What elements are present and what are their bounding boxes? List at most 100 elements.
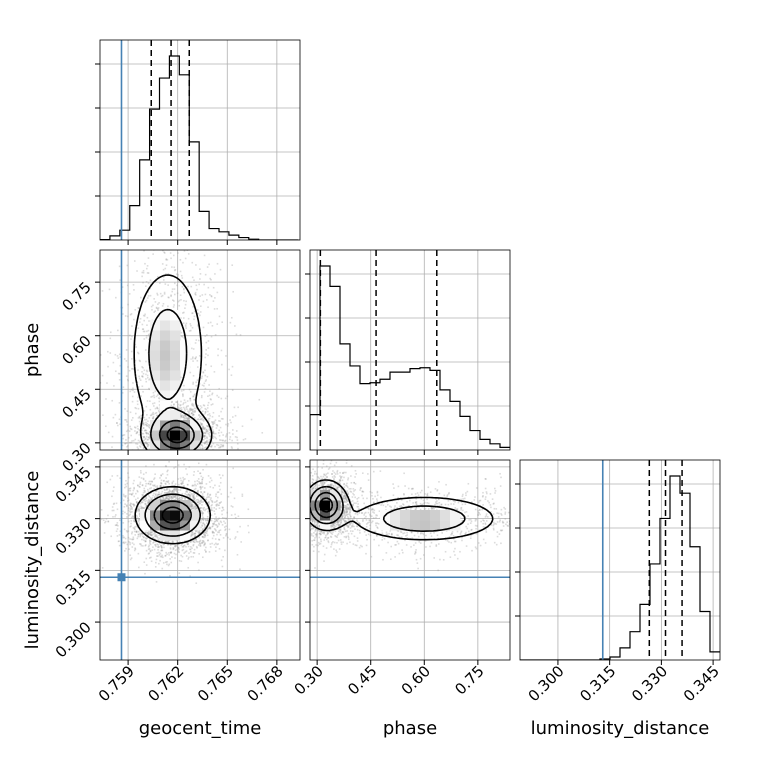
density-phase-vs-geocent-time-sample-point (184, 450, 186, 452)
density-luminosity-distance-vs-geocent-time-sample-point (123, 542, 126, 545)
density-luminosity-distance-vs-geocent-time-sample-point (123, 495, 125, 497)
density-phase-vs-geocent-time-sample-point (187, 465, 189, 467)
density-luminosity-distance-vs-geocent-time-sample-point (133, 516, 136, 519)
density-luminosity-distance-vs-geocent-time-sample-point (211, 532, 214, 534)
density-luminosity-distance-vs-geocent-time-sample-point (154, 494, 157, 496)
density-phase-vs-geocent-time-sample-point (148, 452, 150, 454)
density-phase-vs-geocent-time-sample-point (176, 401, 178, 403)
density-luminosity-distance-vs-geocent-time-sample-point (129, 543, 131, 546)
density-luminosity-distance-vs-geocent-time-sample-point (132, 489, 135, 492)
density-luminosity-distance-vs-geocent-time-sample-point (176, 498, 179, 501)
density-luminosity-distance-vs-geocent-time-sample-point (125, 479, 127, 482)
density-phase-vs-geocent-time-sample-point (216, 443, 218, 446)
density-luminosity-distance-vs-geocent-time-sample-point (239, 525, 241, 528)
density-luminosity-distance-vs-geocent-time-sample-point (205, 532, 208, 534)
density-phase-vs-geocent-time-sample-point (171, 455, 173, 457)
density-phase-vs-geocent-time-ytick-label-1: 0.45 (58, 385, 94, 421)
density-luminosity-distance-vs-geocent-time-sample-point (155, 493, 157, 495)
density-phase-vs-geocent-time-sample-point (199, 408, 202, 410)
density-phase-vs-geocent-time-sample-point (158, 400, 161, 403)
density-phase-vs-geocent-time-sample-point (222, 434, 224, 436)
density-phase-vs-geocent-time-sample-point (221, 445, 223, 448)
density-phase-vs-geocent-time-sample-point (210, 440, 213, 443)
density-phase-vs-geocent-time-sample-point (138, 375, 140, 378)
density-luminosity-distance-vs-geocent-time-sample-point (189, 537, 192, 540)
density-luminosity-distance-vs-geocent-time-sample-point (159, 555, 162, 558)
density-luminosity-distance-vs-geocent-time-sample-point (218, 507, 221, 509)
density-phase-vs-geocent-time-sample-point (183, 299, 185, 302)
density-luminosity-distance-vs-geocent-time-sample-point (149, 483, 152, 485)
density-phase-vs-geocent-time-sample-point (106, 382, 108, 384)
density-phase-vs-geocent-time-sample-point (185, 415, 187, 418)
density-phase-vs-geocent-time-sample-point (173, 304, 175, 306)
density-luminosity-distance-vs-geocent-time-sample-point (151, 531, 154, 533)
density-phase-vs-geocent-time-sample-point (143, 410, 146, 412)
density-luminosity-distance-vs-geocent-time-sample-point (141, 484, 144, 486)
density-phase-vs-geocent-time-sample-point (237, 406, 239, 409)
density-phase-vs-geocent-time-sample-point (143, 422, 145, 424)
density-phase-vs-geocent-time-sample-point (141, 474, 143, 476)
density-phase-vs-geocent-time-sample-point (105, 398, 107, 400)
density-phase-vs-geocent-time-sample-point (204, 273, 207, 276)
density-luminosity-distance-vs-geocent-time-sample-point (202, 509, 205, 511)
density-phase-vs-geocent-time-sample-point (180, 298, 182, 301)
density-phase-vs-geocent-time-sample-point (203, 436, 205, 438)
density-luminosity-distance-vs-geocent-time-sample-point (145, 497, 148, 500)
density-phase-vs-geocent-time-sample-point (136, 432, 138, 434)
density-luminosity-distance-vs-geocent-time-sample-point (130, 507, 132, 510)
density-luminosity-distance-vs-geocent-time-sample-point (116, 474, 119, 477)
density-luminosity-distance-vs-geocent-time-sample-point (158, 534, 160, 537)
density-phase-vs-geocent-time-sample-point (205, 237, 207, 239)
density-luminosity-distance-vs-geocent-time-sample-point (178, 498, 180, 500)
density-luminosity-distance-vs-geocent-time-sample-point (167, 552, 170, 554)
density-luminosity-distance-vs-geocent-time-sample-point (205, 551, 207, 553)
density-luminosity-distance-vs-geocent-time-sample-point (101, 567, 104, 569)
density-luminosity-distance-vs-geocent-time-sample-point (236, 553, 239, 556)
density-luminosity-distance-vs-geocent-time-sample-point (190, 502, 192, 504)
density-phase-vs-geocent-time-contour-1 (148, 308, 204, 450)
density-phase-vs-geocent-time-sample-point (177, 273, 179, 276)
density-phase-vs-geocent-time-sample-point (239, 334, 242, 336)
density-phase-vs-geocent-time-sample-point (221, 407, 224, 410)
density-luminosity-distance-vs-geocent-time-sample-point (147, 493, 150, 496)
density-phase-vs-geocent-time-sample-point (114, 370, 117, 373)
density-phase-vs-geocent-time-sample-point (179, 407, 182, 410)
density-phase-vs-geocent-time-sample-point (204, 442, 206, 445)
density-phase-vs-geocent-time-sample-point (185, 475, 187, 477)
density-luminosity-distance-vs-geocent-time-sample-point (154, 535, 156, 537)
density-luminosity-distance-vs-geocent-time-sample-point (199, 486, 202, 488)
density-luminosity-distance-vs-geocent-time-sample-point (178, 543, 180, 546)
density-phase-vs-geocent-time-sample-point (205, 363, 207, 366)
density-phase-vs-geocent-time-sample-point (212, 449, 214, 450)
density-phase-vs-geocent-time-sample-point (130, 419, 133, 421)
density-phase-vs-geocent-time-sample-point (175, 452, 177, 454)
density-phase-vs-geocent-time-sample-point (146, 443, 149, 446)
density-luminosity-distance-vs-geocent-time-sample-point (153, 532, 156, 534)
density-phase-vs-geocent-time-sample-point (145, 432, 147, 434)
density-phase-vs-geocent-time-sample-point (108, 288, 111, 291)
density-phase-vs-geocent-time-sample-point (196, 418, 199, 421)
density-phase-vs-geocent-time-sample-point (230, 421, 232, 424)
density-luminosity-distance-vs-geocent-time-sample-point (128, 540, 130, 543)
density-luminosity-distance-vs-geocent-time-sample-point (225, 517, 228, 520)
density-phase-vs-geocent-time-sample-point (189, 464, 191, 466)
density-phase-vs-geocent-time-sample-point (138, 415, 141, 418)
density-luminosity-distance-vs-geocent-time-sample-point (124, 495, 127, 497)
density-phase-vs-geocent-time-sample-point (200, 423, 203, 425)
density-phase-vs-geocent-time-sample-point (149, 279, 152, 282)
density-luminosity-distance-vs-geocent-time-sample-point (176, 548, 179, 550)
density-phase-vs-geocent-time-sample-point (235, 333, 238, 336)
density-luminosity-distance-vs-geocent-time-sample-point (138, 476, 141, 478)
density-phase-vs-geocent-time-sample-point (196, 359, 199, 362)
density-luminosity-distance-vs-geocent-time-sample-point (177, 547, 180, 550)
density-luminosity-distance-vs-geocent-time-sample-point (180, 496, 182, 499)
density-phase-vs-geocent-time-sample-point (166, 453, 168, 455)
density-luminosity-distance-vs-geocent-time-sample-point (224, 529, 226, 532)
density-luminosity-distance-vs-geocent-time-sample-point (196, 493, 198, 496)
density-phase-vs-geocent-time-shade-cell (180, 430, 191, 441)
density-phase-vs-geocent-time-sample-point (179, 470, 181, 472)
density-phase-vs-geocent-time-sample-point (193, 279, 195, 282)
density-luminosity-distance-vs-geocent-time-sample-point (157, 493, 160, 496)
density-luminosity-distance-vs-geocent-time-sample-point (161, 549, 164, 552)
density-phase-vs-geocent-time-sample-point (231, 461, 233, 463)
